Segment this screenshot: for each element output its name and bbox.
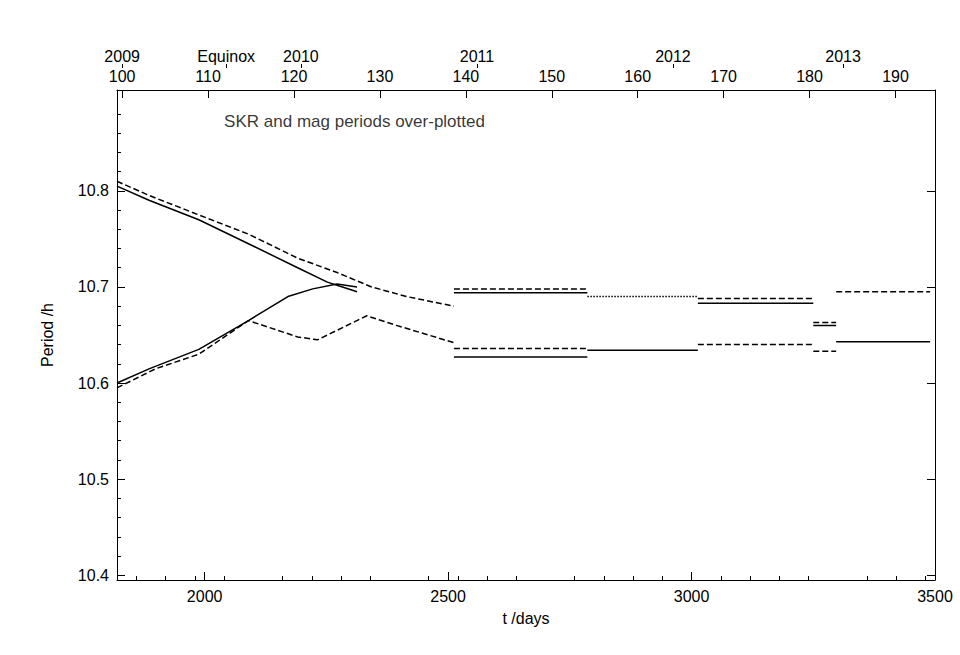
svg-text:160: 160 xyxy=(624,68,651,85)
svg-text:150: 150 xyxy=(538,68,565,85)
svg-text:2013: 2013 xyxy=(825,48,861,65)
svg-text:2010: 2010 xyxy=(283,48,319,65)
svg-text:2011: 2011 xyxy=(460,48,495,65)
svg-text:120: 120 xyxy=(281,68,308,85)
svg-text:140: 140 xyxy=(453,68,480,85)
svg-text:Equinox: Equinox xyxy=(197,48,255,65)
svg-text:110: 110 xyxy=(195,68,221,85)
svg-text:10.8: 10.8 xyxy=(78,182,109,199)
svg-text:2009: 2009 xyxy=(104,48,140,65)
svg-text:130: 130 xyxy=(367,68,394,85)
svg-text:10.7: 10.7 xyxy=(78,278,109,295)
svg-text:10.6: 10.6 xyxy=(78,375,109,392)
svg-text:100: 100 xyxy=(109,68,136,85)
svg-text:SKR and mag periods over-plott: SKR and mag periods over-plotted xyxy=(224,112,485,131)
svg-text:170: 170 xyxy=(710,68,737,85)
svg-text:2500: 2500 xyxy=(430,588,466,605)
svg-text:3500: 3500 xyxy=(917,588,953,605)
svg-text:3000: 3000 xyxy=(674,588,710,605)
svg-text:t /days: t /days xyxy=(502,610,549,627)
svg-text:10.4: 10.4 xyxy=(78,567,109,584)
svg-text:2012: 2012 xyxy=(655,48,691,65)
svg-text:Period /h: Period /h xyxy=(39,303,56,367)
svg-text:10.5: 10.5 xyxy=(78,471,109,488)
svg-text:190: 190 xyxy=(882,68,909,85)
svg-text:180: 180 xyxy=(796,68,823,85)
svg-text:2000: 2000 xyxy=(187,588,223,605)
